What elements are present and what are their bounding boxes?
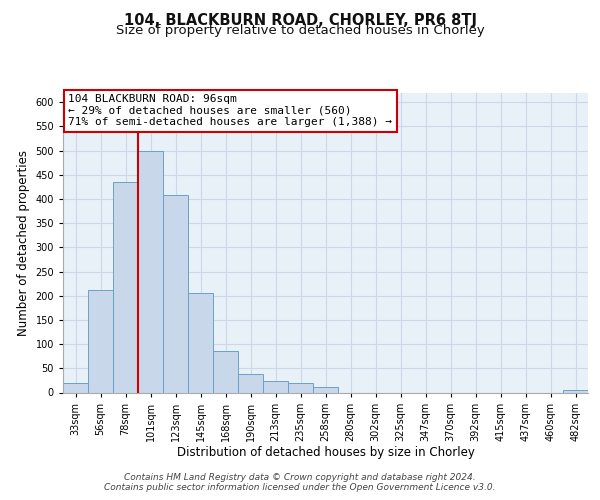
Text: Contains public sector information licensed under the Open Government Licence v3: Contains public sector information licen… (104, 484, 496, 492)
Bar (288, 384, 313, 392)
Text: Contains HM Land Registry data © Crown copyright and database right 2024.: Contains HM Land Registry data © Crown c… (124, 474, 476, 482)
Bar (63, 383, 88, 392)
Text: 104 BLACKBURN ROAD: 96sqm
← 29% of detached houses are smaller (560)
71% of semi: 104 BLACKBURN ROAD: 96sqm ← 29% of detac… (68, 94, 392, 127)
Bar (88, 290, 113, 392)
Bar (188, 294, 213, 392)
Bar (263, 382, 288, 392)
Bar (163, 195, 188, 392)
Bar (238, 374, 263, 392)
Bar (563, 390, 588, 392)
Bar (213, 352, 238, 393)
Text: Size of property relative to detached houses in Chorley: Size of property relative to detached ho… (116, 24, 484, 37)
X-axis label: Distribution of detached houses by size in Chorley: Distribution of detached houses by size … (176, 446, 475, 460)
Bar (313, 386, 338, 392)
Y-axis label: Number of detached properties: Number of detached properties (17, 150, 30, 336)
Bar (138, 150, 163, 392)
Text: 104, BLACKBURN ROAD, CHORLEY, PR6 8TJ: 104, BLACKBURN ROAD, CHORLEY, PR6 8TJ (124, 12, 476, 28)
Bar (113, 182, 138, 392)
